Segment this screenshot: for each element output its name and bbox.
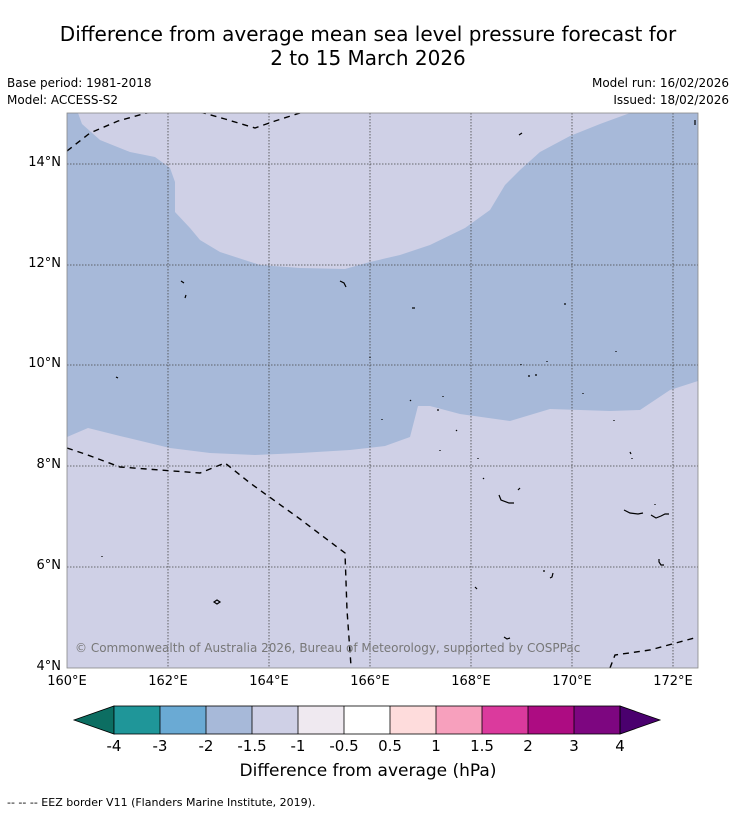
lat-label-12n: 12°N [28,256,61,271]
colorbar-label: -4 [106,737,122,755]
colorbar-bin-9 [482,706,528,734]
lon-label-166e: 166°E [350,674,390,689]
title-line-1: Difference from average mean sea level p… [59,22,677,46]
meta-left: Base period: 1981-2018 Model: ACCESS-S2 [7,75,152,109]
lon-label-172e: 172°E [653,674,693,689]
colorbar-label: 1 [431,737,441,755]
colorbar-bin-6 [344,706,390,734]
colorbar-bin-10 [528,706,574,734]
colorbar-extend-high [619,705,662,735]
issued-date: Issued: 18/02/2026 [613,93,729,107]
lon-label-162e: 162°E [148,674,188,689]
lat-label-6n: 6°N [36,558,62,573]
colorbar-label: -1.5 [237,737,267,755]
colorbar-label: -1 [290,737,306,755]
colorbar [72,705,662,735]
colorbar-bin-7 [390,706,436,734]
lon-label-160e: 160°E [47,674,87,689]
anomaly-region-blue [67,113,698,455]
lon-label-164e: 164°E [249,674,289,689]
colorbar-bin-2 [160,706,206,734]
eez-borders [67,113,698,668]
lat-label-8n: 8°N [36,457,62,472]
lat-label-14n: 14°N [28,155,61,170]
colorbar-label: 2 [523,737,533,755]
meta-right: Model run: 16/02/2026 Issued: 18/02/2026 [592,75,729,109]
colorbar-bin-4 [252,706,298,734]
colorbar-label: 3 [569,737,579,755]
colorbar-title: Difference from average (hPa) [239,761,497,781]
colorbar-label: -0.5 [329,737,359,755]
eez-legend-note: -- -- -- EEZ border V11 (Flanders Marine… [7,796,316,809]
map-area [67,113,698,668]
colorbar-label: 1.5 [470,737,494,755]
graticule [67,113,698,668]
colorbar-bin-11 [574,706,620,734]
lon-label-170e: 170°E [552,674,592,689]
map-frame [66,112,699,669]
lat-label-4n: 4°N [36,659,62,674]
title-line-2: 2 to 15 March 2026 [270,46,466,70]
colorbar-bin-5 [298,706,344,734]
colorbar-label: -2 [198,737,214,755]
colorbar-bin-8 [436,706,482,734]
lon-label-168e: 168°E [451,674,491,689]
colorbar-label: -3 [152,737,168,755]
colorbar-bin-3 [206,706,252,734]
colorbar-label: 0.5 [378,737,402,755]
chart-title: Difference from average mean sea level p… [0,22,736,70]
colorbar-extend-low [72,705,115,735]
model-run: Model run: 16/02/2026 [591,76,729,90]
islands [101,120,696,640]
base-period: Base period: 1981-2018 [7,76,152,90]
colorbar-bin-1 [114,706,160,734]
copyright-notice: © Commonwealth of Australia 2026, Bureau… [75,641,581,655]
colorbar-label: 4 [615,737,625,755]
model-name: Model: ACCESS-S2 [7,93,119,107]
lat-label-10n: 10°N [28,356,61,371]
